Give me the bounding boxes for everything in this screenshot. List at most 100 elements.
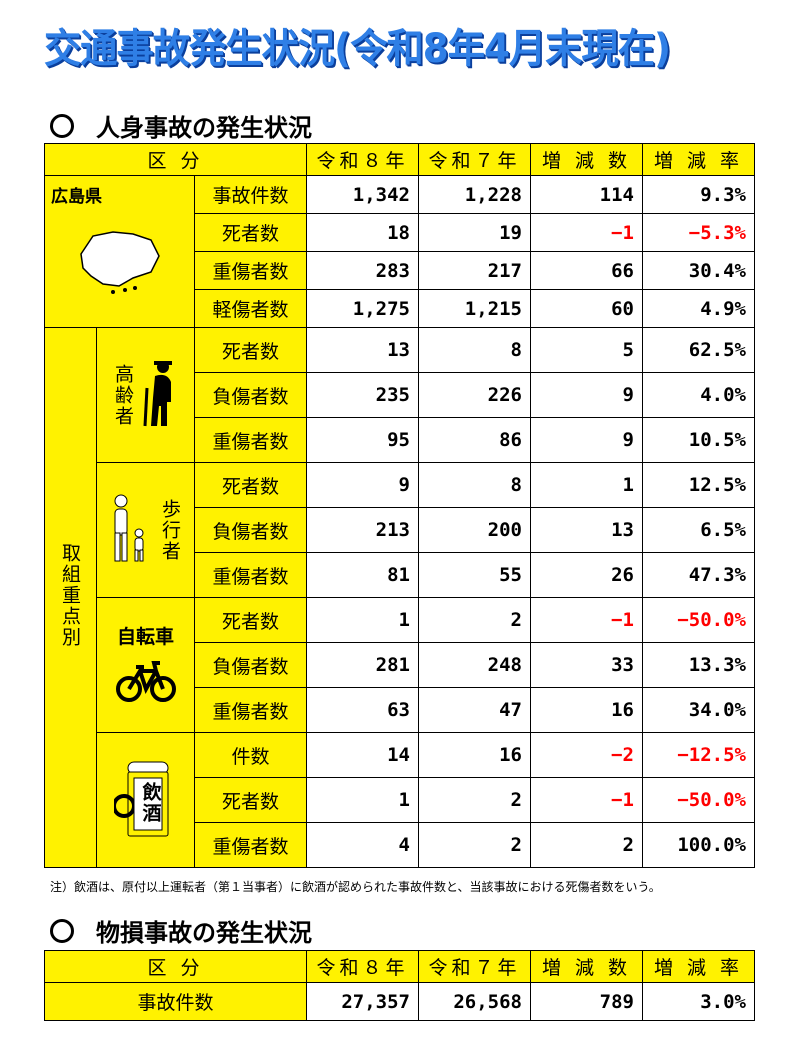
value-r7: 86: [418, 417, 531, 463]
value-rate: 62.5%: [642, 327, 755, 373]
group-cell: 自転車: [96, 597, 195, 733]
value-rate: −50.0%: [642, 597, 755, 643]
value-r8: 95: [306, 417, 419, 463]
table-row: 事故件数 27,357 26,568 789 3.0%: [44, 982, 755, 1021]
value-rate: 30.4%: [642, 251, 755, 290]
value-r7: 47: [418, 687, 531, 733]
row-label: 事故件数: [194, 175, 307, 214]
row-label: 件数: [194, 732, 307, 778]
row-label: 軽傷者数: [194, 289, 307, 328]
bicycle-icon: [97, 659, 194, 708]
header-rate: 増 減 率: [642, 143, 755, 176]
value-rate: 10.5%: [642, 417, 755, 463]
header-kubun: 区 分: [44, 950, 307, 983]
circle-icon: [50, 114, 74, 138]
focus-label: 取組重点別: [59, 542, 81, 648]
header-row: 区 分 令和８年 令和７年 増 減 数 増 減 率: [44, 950, 755, 983]
row-label: 負傷者数: [194, 507, 307, 553]
value-r8: 1,342: [306, 175, 419, 214]
group-cell: 歩行者: [96, 462, 195, 598]
group-cell: 高齢者: [96, 327, 195, 463]
injury-accident-table: 区 分 令和８年 令和７年 増 減 数 増 減 率 広島県 事故件数 1,342 1,…: [44, 143, 755, 868]
value-r8: 1: [306, 597, 419, 643]
value-r8: 27,357: [306, 982, 419, 1021]
value-r7: 16: [418, 732, 531, 778]
value-diff: 16: [530, 687, 643, 733]
value-r7: 19: [418, 213, 531, 252]
value-r8: 18: [306, 213, 419, 252]
header-r8: 令和８年: [306, 143, 419, 176]
value-rate: −12.5%: [642, 732, 755, 778]
value-diff: 33: [530, 642, 643, 688]
value-rate: 13.3%: [642, 642, 755, 688]
header-row: 区 分 令和８年 令和７年 増 減 数 増 減 率: [44, 143, 755, 176]
header-r7: 令和７年: [418, 143, 531, 176]
table-row: 歩行者 死者数 9 8 1 12.5%: [45, 462, 755, 598]
table-row: 広島県 事故件数 1,342 1,228 114 9.3%: [44, 175, 755, 328]
table-row: 負傷者数 235 226 9 4.0%: [45, 372, 755, 418]
row-label: 重傷者数: [194, 251, 307, 290]
table-row: 重傷者数 283 217 66 30.4%: [45, 251, 755, 290]
value-r7: 55: [418, 552, 531, 598]
value-diff: 1: [530, 462, 643, 508]
table-row: 負傷者数 213 200 13 6.5%: [45, 507, 755, 553]
group-name: 歩行者: [159, 498, 181, 562]
value-r7: 1,215: [418, 289, 531, 328]
value-rate: 4.0%: [642, 372, 755, 418]
hiroshima-map-icon: [73, 226, 165, 301]
row-label: 事故件数: [44, 982, 307, 1021]
header-rate: 増 減 率: [642, 950, 755, 983]
group-name: 高齢者: [112, 363, 134, 427]
value-r7: 2: [418, 777, 531, 823]
row-label: 重傷者数: [194, 822, 307, 868]
section-title-property: 物損事故の発生状況: [50, 913, 312, 948]
value-diff: 13: [530, 507, 643, 553]
group-cell: 飲酒: [96, 732, 195, 868]
value-diff: 5: [530, 327, 643, 373]
table-row: 重傷者数 4 2 2 100.0%: [45, 822, 755, 868]
property-accident-table: 区 分 令和８年 令和７年 増 減 数 増 減 率 事故件数 27,357 26…: [44, 950, 755, 1021]
prefecture-cell: 広島県: [44, 175, 195, 328]
value-rate: 6.5%: [642, 507, 755, 553]
group-name: 飲酒: [139, 782, 162, 824]
value-r8: 13: [306, 327, 419, 373]
value-r7: 1,228: [418, 175, 531, 214]
row-label: 死者数: [194, 327, 307, 373]
value-r7: 26,568: [418, 982, 531, 1021]
header-r7: 令和７年: [418, 950, 531, 983]
value-r7: 2: [418, 597, 531, 643]
value-rate: 4.9%: [642, 289, 755, 328]
value-r7: 200: [418, 507, 531, 553]
value-rate: 34.0%: [642, 687, 755, 733]
header-r8: 令和８年: [306, 950, 419, 983]
value-rate: 12.5%: [642, 462, 755, 508]
beer-mug-icon: 飲酒: [111, 760, 178, 840]
table-row: 軽傷者数 1,275 1,215 60 4.9%: [45, 289, 755, 328]
value-diff: 9: [530, 417, 643, 463]
value-r7: 217: [418, 251, 531, 290]
table-row: 取組重点別 高齢者 死者数 13 8 5 62.5%: [44, 327, 755, 868]
value-rate: 100.0%: [642, 822, 755, 868]
value-diff: −1: [530, 777, 643, 823]
value-r7: 8: [418, 327, 531, 373]
value-r8: 1,275: [306, 289, 419, 328]
value-diff: 114: [530, 175, 643, 214]
value-r8: 235: [306, 372, 419, 418]
row-label: 死者数: [194, 777, 307, 823]
value-rate: 47.3%: [642, 552, 755, 598]
section-title-injury: 人身事故の発生状況: [50, 108, 312, 143]
value-rate: 3.0%: [642, 982, 755, 1021]
header-diff: 増 減 数: [530, 143, 643, 176]
row-label: 負傷者数: [194, 642, 307, 688]
value-diff: 789: [530, 982, 643, 1021]
table-row: 自転車 死者数 1 2 −1 −50.0%: [45, 597, 755, 733]
value-r8: 63: [306, 687, 419, 733]
table-row: 負傷者数 281 248 33 13.3%: [45, 642, 755, 688]
footnote: 注）飲酒は、原付以上運転者（第１当事者）に飲酒が認められた事故件数と、当該事故に…: [50, 880, 661, 894]
value-r8: 4: [306, 822, 419, 868]
table-row: 飲酒 件数 14 16 −2 −12.5%: [45, 732, 755, 868]
value-rate: −5.3%: [642, 213, 755, 252]
table-row: 死者数 18 19 −1 −5.3%: [45, 213, 755, 252]
table-row: 重傷者数 63 47 16 34.0%: [45, 687, 755, 733]
row-label: 重傷者数: [194, 417, 307, 463]
